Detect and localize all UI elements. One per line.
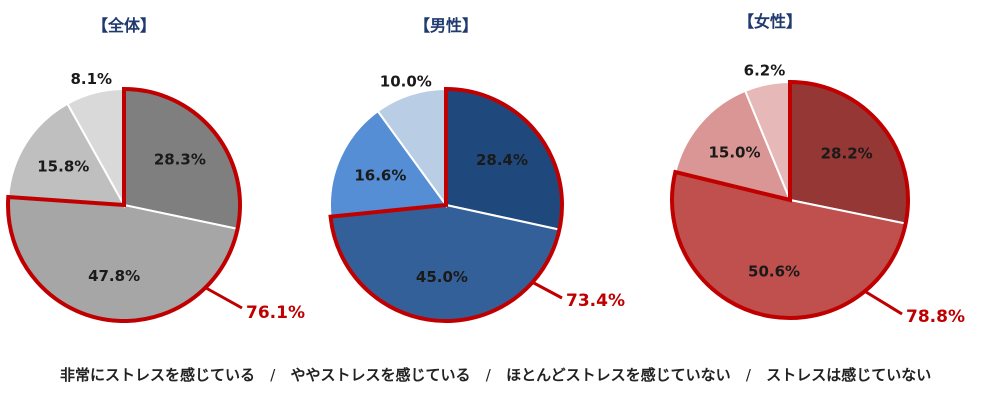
slice-label: 28.3% bbox=[154, 151, 206, 169]
slice-label: 6.2% bbox=[744, 61, 786, 79]
total-label: 78.8% bbox=[906, 307, 965, 327]
slice-label: 16.6% bbox=[354, 167, 406, 185]
highlight-outline bbox=[670, 79, 910, 320]
pie-1: 28.4% 45.0% 16.6% 10.0% 73.4% bbox=[328, 72, 625, 323]
legend-separator: / bbox=[745, 366, 751, 384]
slice-label: 15.0% bbox=[708, 143, 760, 161]
slice-label: 47.8% bbox=[88, 267, 140, 285]
slice-label: 10.0% bbox=[380, 72, 432, 90]
total-leader-line bbox=[531, 280, 563, 300]
chart-title-all: 【全体】 bbox=[92, 16, 157, 35]
total-label: 76.1% bbox=[246, 303, 305, 323]
legend-separator: / bbox=[485, 366, 491, 384]
slice-label: 28.4% bbox=[476, 151, 528, 169]
legend-item-somewhat-stressed: ややストレスを感じている bbox=[290, 366, 471, 384]
slice-label: 45.0% bbox=[416, 268, 468, 286]
legend-separator: / bbox=[270, 366, 276, 384]
slice-label: 28.2% bbox=[821, 145, 873, 163]
slice-label: 50.6% bbox=[748, 262, 800, 280]
total-leader-line bbox=[205, 286, 243, 310]
legend-item-rarely-stressed: ほとんどストレスを感じていない bbox=[506, 366, 731, 384]
chart-title-male: 【男性】 bbox=[414, 16, 479, 35]
pie-slice bbox=[674, 89, 792, 202]
total-label: 73.4% bbox=[566, 291, 625, 311]
pie-slice bbox=[329, 109, 448, 218]
legend-item-very-stressed: 非常にストレスを感じている bbox=[60, 366, 256, 384]
pie-slice bbox=[329, 203, 561, 322]
legend-item-not-stressed: ストレスは感じていない bbox=[766, 366, 932, 384]
legend: 非常にストレスを感じている / ややストレスを感じている / ほとんどストレスを… bbox=[60, 364, 960, 385]
pie-slice bbox=[7, 102, 126, 207]
pie-0: 28.3% 47.8% 15.8% 8.1% 76.1% bbox=[6, 70, 305, 323]
highlight-outline bbox=[6, 86, 242, 323]
slice-label: 8.1% bbox=[70, 70, 112, 88]
total-leader-line bbox=[865, 290, 903, 316]
slice-label: 15.8% bbox=[37, 157, 89, 175]
chart-title-female: 【女性】 bbox=[738, 12, 803, 31]
pie-2: 28.2% 50.6% 15.0% 6.2% 78.8% bbox=[670, 61, 965, 327]
